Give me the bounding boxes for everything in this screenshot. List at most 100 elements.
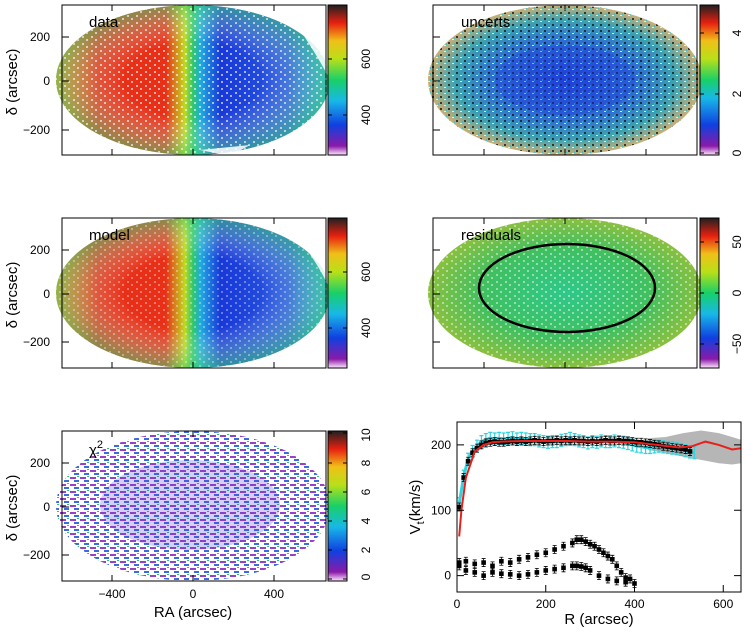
radial-point	[525, 572, 531, 577]
colorbar-tick-label: 0	[730, 289, 744, 296]
dec-tick-label: −200	[23, 548, 50, 562]
radial-point	[481, 560, 486, 565]
axes-frame	[61, 4, 327, 156]
dec-axis-label: δ (arcsec)	[4, 262, 21, 329]
radial-point	[472, 570, 478, 575]
rc-y-axis-label: Vt(km/s)	[407, 480, 427, 535]
radial-point	[534, 570, 540, 575]
radial-point	[627, 576, 633, 582]
rotation-point	[625, 438, 631, 444]
rc-y-tick-label: 0	[444, 569, 451, 583]
rc-x-tick-label: 600	[713, 597, 733, 611]
radial-point	[601, 550, 606, 556]
velocity-map-data-speckle	[56, 5, 330, 155]
radial-point	[605, 553, 611, 559]
dec-tick-label: 200	[30, 30, 50, 44]
rotation-point	[465, 458, 471, 464]
radial-point	[499, 558, 504, 564]
radial-point	[525, 555, 531, 560]
axes-frame	[61, 430, 327, 582]
colorbar-tick-label: −50	[730, 333, 744, 354]
radial-point	[574, 563, 580, 569]
rotation-point	[479, 442, 484, 448]
ra-tick-label: 400	[264, 587, 284, 601]
axis-ticks	[62, 218, 275, 368]
axis-ticks	[62, 5, 275, 155]
colorbar-tick-label: 6	[359, 488, 373, 495]
chi2-map	[56, 431, 330, 581]
rc-x-axis-label: R (arcsec)	[564, 611, 633, 628]
rotation-point	[470, 450, 475, 456]
colorbar-velocity	[327, 4, 348, 156]
colorbar-tick-label: 400	[359, 318, 373, 338]
rotation-point	[678, 446, 684, 452]
panel-residuals: residuals 50 0 −50	[428, 217, 744, 369]
fit-ring	[477, 242, 657, 334]
radial-point	[583, 565, 588, 571]
rotation-point	[616, 438, 622, 443]
panel-rotation-curve: 0 200 400 600 0 100 200 R (arcsec) Vt(km/s)	[407, 421, 742, 628]
radial-point	[614, 563, 620, 569]
rotation-curve-plot	[457, 430, 741, 588]
rc-x-tick-label: 400	[624, 597, 644, 611]
radial-point	[605, 576, 611, 582]
chi2-map-core	[100, 460, 280, 550]
radial-point	[614, 578, 620, 584]
radial-point	[610, 557, 615, 562]
radial-point	[596, 573, 602, 578]
ra-tick-label: 0	[190, 587, 197, 601]
rc-x-tick-label: 0	[454, 597, 461, 611]
data-gaps	[62, 30, 332, 156]
radial-point	[516, 557, 522, 562]
panel-chi2: χ2 δ (arcsec) 200 0 −200 −400 0 400 RA (…	[4, 428, 373, 621]
dec-tick-label: 0	[43, 287, 50, 301]
radial-point	[578, 537, 584, 542]
colorbar-chi2	[327, 430, 348, 582]
radial-point	[561, 565, 566, 571]
radial-point	[534, 552, 540, 558]
panel-label-model: model	[89, 227, 130, 244]
colorbar-tick-label: 8	[359, 459, 373, 466]
radial-point	[516, 573, 522, 578]
colorbar-uncerts	[699, 4, 720, 156]
colorbar-velocity	[327, 217, 348, 369]
radial-point	[583, 539, 588, 544]
rc-y-tick-label: 100	[431, 503, 451, 517]
dec-tick-label: 0	[43, 74, 50, 88]
dec-tick-label: −200	[23, 123, 50, 137]
colorbar-tick-label: 2	[730, 90, 744, 97]
axis-ticks	[433, 5, 647, 155]
rc-x-tick-label: 200	[536, 597, 556, 611]
radial-point	[507, 572, 513, 577]
model-curve-line	[458, 440, 741, 537]
radial-point	[499, 571, 504, 576]
radial-point	[552, 566, 557, 572]
panel-label-chi2: χ2	[89, 439, 103, 459]
colorbar-tick-label: 0	[359, 573, 373, 580]
radial-point	[592, 543, 597, 549]
rc-y-unit: (km/s)	[407, 480, 424, 522]
panel-uncerts: uncerts 4 2 0	[428, 4, 744, 156]
radial-point	[463, 558, 469, 564]
dec-axis-label: δ (arcsec)	[4, 475, 21, 542]
rc-y-subscript: t	[415, 521, 427, 524]
colorbar-tick-label: 4	[359, 517, 373, 524]
model-gaps	[62, 240, 332, 368]
radial-point	[561, 543, 566, 549]
radial-point	[490, 570, 495, 575]
radial-point	[578, 564, 584, 569]
uncertainty-map-texture	[428, 5, 702, 155]
rotation-point	[474, 445, 480, 451]
radial-point	[632, 581, 637, 586]
dec-tick-label: 200	[30, 456, 50, 470]
radial-point	[463, 568, 469, 573]
radial-point	[543, 550, 549, 556]
radial-point	[457, 563, 462, 569]
radial-point	[618, 570, 624, 575]
radial-point	[552, 547, 557, 552]
rotation-point	[603, 438, 608, 443]
axes-frame	[456, 421, 742, 593]
panel-label-residuals: residuals	[461, 227, 521, 244]
radial-point	[623, 579, 628, 585]
radial-point	[481, 573, 486, 578]
